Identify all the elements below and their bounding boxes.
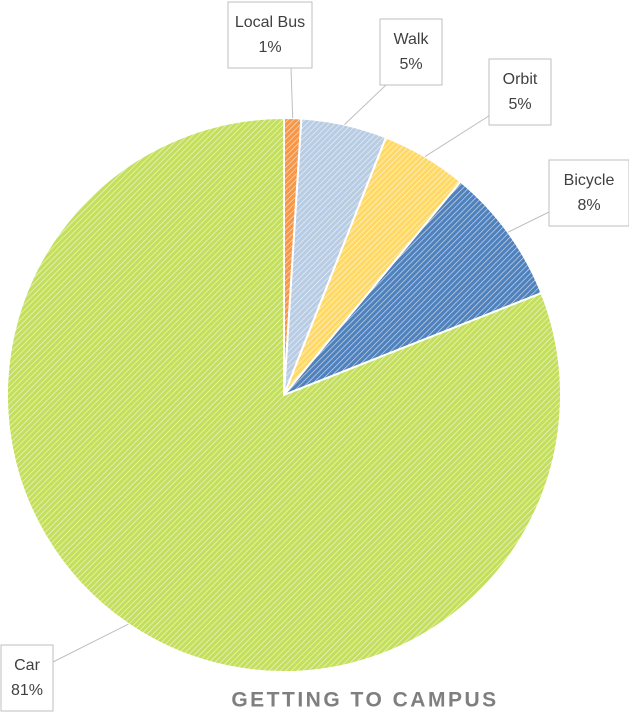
leader-line	[52, 623, 129, 663]
leader-line	[344, 84, 387, 126]
label-box	[488, 58, 552, 126]
data-label-value: 8%	[577, 197, 600, 214]
leader-line	[290, 67, 294, 119]
pie-slice	[283, 180, 543, 396]
data-label-name: Orbit	[503, 71, 538, 88]
data-label-value: 5%	[508, 96, 531, 113]
data-label-name: Car	[14, 657, 40, 674]
label-box	[227, 1, 313, 69]
label-box	[548, 159, 629, 227]
data-label-value: 1%	[258, 39, 281, 56]
leader-line	[507, 211, 550, 233]
leader-line	[424, 111, 496, 157]
data-label-name: Bicycle	[564, 172, 615, 189]
data-label-value: 81%	[11, 682, 43, 699]
label-box	[0, 644, 54, 712]
data-label-name: Local Bus	[235, 14, 305, 31]
data-label-value: 5%	[399, 56, 422, 73]
chart-title: GETTING TO CAMPUS	[231, 689, 498, 712]
label-box	[379, 18, 443, 86]
data-label-name: Walk	[394, 31, 430, 48]
